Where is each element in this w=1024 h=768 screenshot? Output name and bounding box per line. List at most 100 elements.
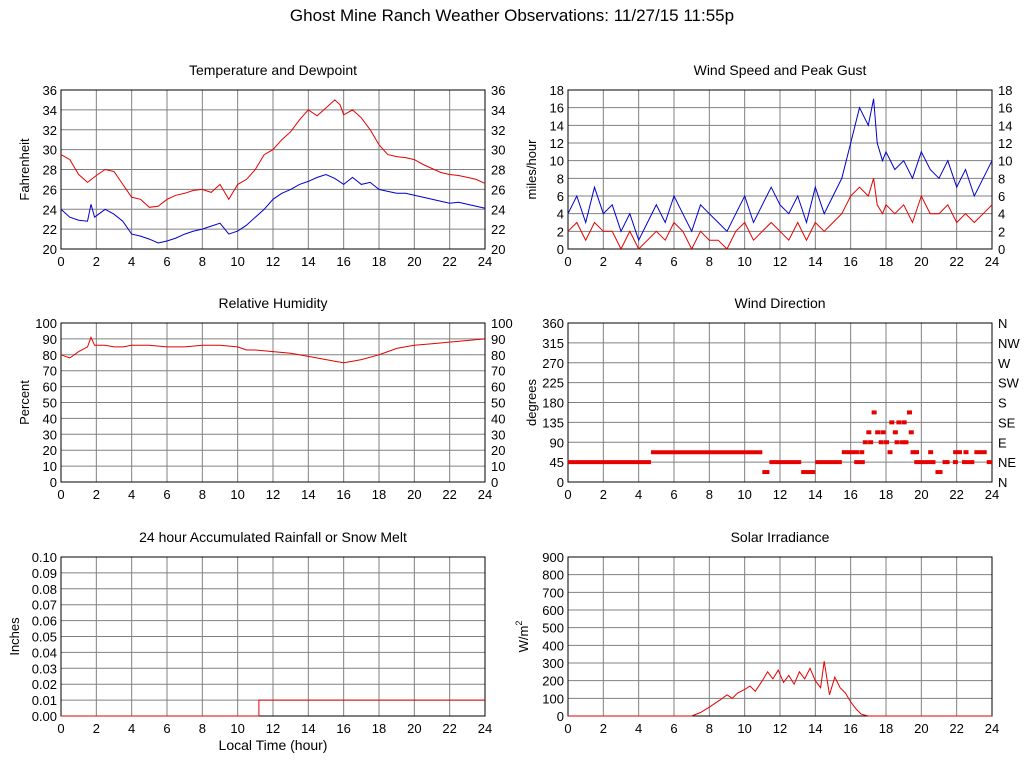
- rain-xtick-label: 16: [336, 721, 350, 736]
- solar-series-0-line: [568, 661, 992, 717]
- solar-ytick-label: 400: [542, 638, 564, 653]
- rh-ytick-label: 50: [43, 396, 57, 411]
- temp-ylabel-text: Fahrenheit: [17, 138, 32, 201]
- rh-right-tick-label: 60: [491, 380, 505, 395]
- wind-right-tick-label: 14: [998, 118, 1012, 133]
- rain-xtick-label: 14: [301, 721, 315, 736]
- solar-ytick-label: 200: [542, 674, 564, 689]
- wind-xtick-label: 2: [600, 254, 607, 269]
- solar-ytick-label: 700: [542, 585, 564, 600]
- rain-xtick-label: 22: [442, 721, 456, 736]
- dir-xtick-label: 8: [706, 487, 713, 502]
- dir-direction-point: [892, 430, 898, 435]
- dir-direction-point: [928, 450, 934, 455]
- dir-right-tick-label: N: [998, 475, 1007, 490]
- rh-ytick-label: 80: [43, 348, 57, 363]
- solar-ytick-label: 900: [542, 550, 564, 565]
- temp-right-tick-label: 30: [491, 143, 505, 158]
- rain-ytick-label: 0.01: [32, 693, 57, 708]
- temp-ylabel: Fahrenheit: [17, 138, 32, 201]
- wind-right-tick-label: 18: [998, 83, 1012, 98]
- dir-direction-point: [862, 440, 868, 445]
- temp-xtick-label: 18: [372, 254, 386, 269]
- wind-xtick-label: 24: [985, 254, 999, 269]
- rh-series-0-line: [60, 335, 486, 364]
- rh-right-tick-label: 80: [491, 348, 505, 363]
- wind-ylabel-text: miles/hour: [524, 139, 539, 200]
- wind-right-tick-label: 16: [998, 101, 1012, 116]
- rh-ylabel: Percent: [17, 380, 32, 425]
- solar-xtick-label: 0: [564, 721, 571, 736]
- temp-ytick-label: 34: [43, 103, 57, 118]
- dir-xtick-label: 20: [914, 487, 928, 502]
- rh-xtick-label: 10: [230, 487, 244, 502]
- rh-ytick-label: 30: [43, 427, 57, 442]
- dir-right-tick-label: S: [998, 396, 1007, 411]
- rh-xtick-label: 6: [163, 487, 170, 502]
- rain-frame: [60, 556, 486, 717]
- dir-xtick-label: 22: [949, 487, 963, 502]
- temp-xtick-label: 24: [478, 254, 492, 269]
- dir-ytick-label: 135: [542, 415, 564, 430]
- temp-ytick-label: 28: [43, 163, 57, 178]
- wind-ytick-label: 16: [550, 101, 564, 116]
- rh-right-tick-label: 10: [491, 459, 505, 474]
- rain-ylabel-text: Inches: [7, 617, 22, 656]
- dir-xtick-label: 12: [773, 487, 787, 502]
- wind-right-tick-label: 12: [998, 136, 1012, 151]
- solar-xtick-label: 14: [808, 721, 822, 736]
- temp-xtick-label: 16: [336, 254, 350, 269]
- rh-ytick-label: 20: [43, 443, 57, 458]
- rh-ytick-label: 70: [43, 364, 57, 379]
- wind-xtick-label: 14: [808, 254, 822, 269]
- temp-ytick-label: 24: [43, 202, 57, 217]
- solar-xtick-label: 10: [737, 721, 751, 736]
- rh-frame: [60, 322, 486, 483]
- rain-title: 24 hour Accumulated Rainfall or Snow Mel…: [139, 529, 407, 545]
- dir-right-tick-label: N: [998, 316, 1007, 331]
- dir-title: Wind Direction: [734, 295, 825, 311]
- temp-ytick-label: 36: [43, 83, 57, 98]
- rh-xtick-label: 18: [372, 487, 386, 502]
- dir-xtick-label: 0: [564, 487, 571, 502]
- rain-xtick-label: 12: [266, 721, 280, 736]
- temp-ytick-label: 30: [43, 143, 57, 158]
- temp-series-1-line: [60, 173, 486, 244]
- rh-right-tick-label: 20: [491, 443, 505, 458]
- dir-direction-point: [889, 420, 895, 425]
- rain-ytick-label: 0.03: [32, 661, 57, 676]
- rh-ylabel-text: Percent: [17, 380, 32, 425]
- solar-ytick-label: 100: [542, 691, 564, 706]
- dir-direction-point: [853, 450, 859, 455]
- rh-ytick-label: 100: [35, 316, 57, 331]
- temp-right-tick-label: 34: [491, 103, 505, 118]
- temp-right-tick-label: 28: [491, 163, 505, 178]
- rh-right-tick-label: 90: [491, 332, 505, 347]
- rh-xtick-label: 16: [336, 487, 350, 502]
- rh-xtick-label: 0: [57, 487, 64, 502]
- rh-xtick-label: 14: [301, 487, 315, 502]
- dir-ytick-label: 180: [542, 396, 564, 411]
- dir-direction-point: [910, 450, 916, 455]
- temp-xtick-label: 0: [57, 254, 64, 269]
- wind-xtick-label: 0: [564, 254, 571, 269]
- dir-ytick-label: 0: [557, 475, 564, 490]
- rh-right-tick-label: 0: [491, 475, 498, 490]
- rain-ytick-label: 0.00: [32, 709, 57, 724]
- rain-xtick-label: 20: [407, 721, 421, 736]
- solar-xtick-label: 12: [773, 721, 787, 736]
- rain-ytick-label: 0.08: [32, 582, 57, 597]
- dir-direction-point: [914, 450, 920, 455]
- dir-direction-point: [871, 410, 877, 415]
- rh-xtick-label: 24: [478, 487, 492, 502]
- rh-xtick-label: 4: [128, 487, 135, 502]
- solar-title: Solar Irradiance: [731, 529, 830, 545]
- solar-ylabel-superscript: 2: [514, 621, 524, 626]
- temp-right-tick-label: 32: [491, 123, 505, 138]
- wind-frame: [567, 89, 993, 250]
- rh-xtick-label: 12: [266, 487, 280, 502]
- dir-xtick-label: 18: [879, 487, 893, 502]
- rh-ytick-label: 0: [50, 475, 57, 490]
- wind-right-tick-label: 6: [998, 189, 1005, 204]
- wind-ylabel: miles/hour: [524, 139, 539, 200]
